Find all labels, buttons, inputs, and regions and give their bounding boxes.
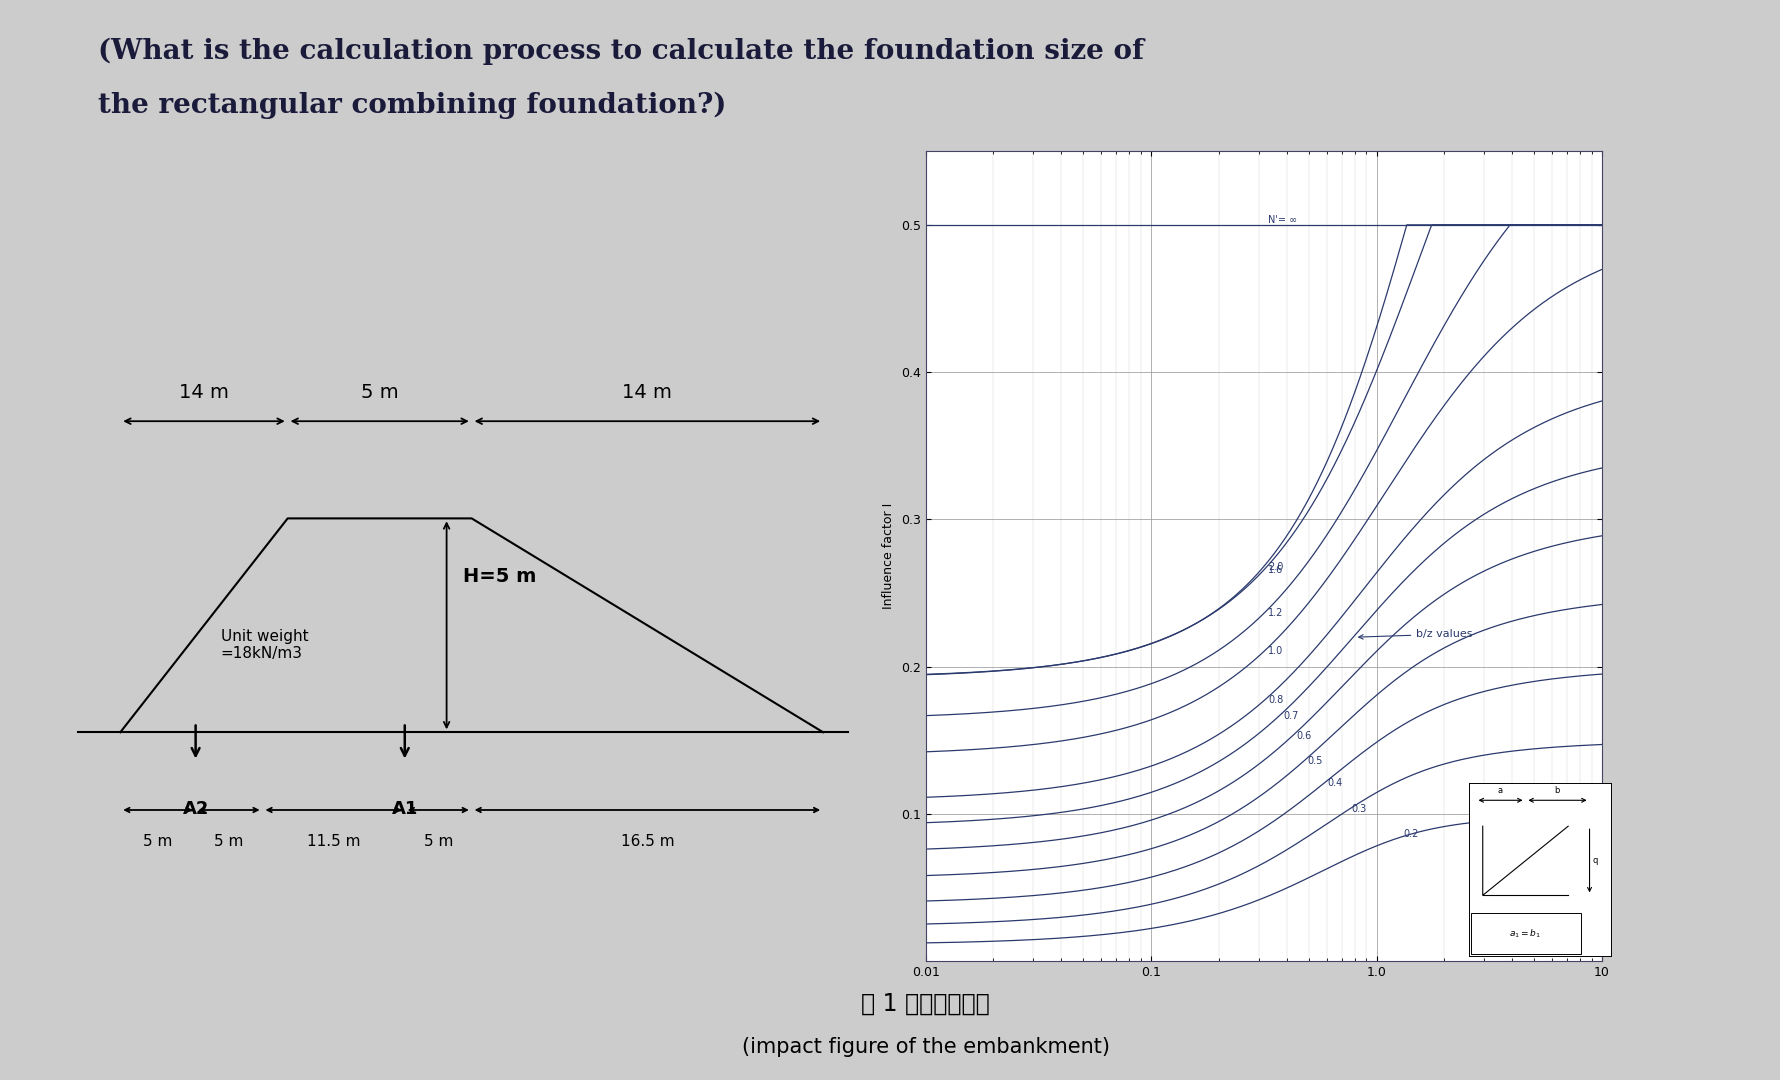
Text: a: a <box>1497 786 1502 795</box>
Text: 1.6: 1.6 <box>1267 566 1283 576</box>
Text: 1.2: 1.2 <box>1267 608 1283 619</box>
Text: 圖 1 路堵影響値圖: 圖 1 路堵影響値圖 <box>862 991 990 1015</box>
FancyBboxPatch shape <box>1472 913 1581 954</box>
Text: (impact figure of the embankment): (impact figure of the embankment) <box>742 1037 1109 1057</box>
Text: 2.0: 2.0 <box>1267 563 1283 572</box>
Text: 1.0: 1.0 <box>1267 646 1283 657</box>
Text: 0.3: 0.3 <box>1351 805 1367 814</box>
Text: 0.2: 0.2 <box>1404 829 1419 839</box>
Text: b/z values: b/z values <box>1358 630 1472 639</box>
Text: N'= ∞: N'= ∞ <box>1267 215 1298 225</box>
Text: 14 m: 14 m <box>180 382 230 402</box>
Text: (What is the calculation process to calculate the foundation size of: (What is the calculation process to calc… <box>98 38 1145 65</box>
Text: q: q <box>1593 856 1598 865</box>
Text: b: b <box>1554 786 1559 795</box>
Text: 5 m: 5 m <box>214 834 244 849</box>
Text: 0.6: 0.6 <box>1296 731 1312 741</box>
Text: 5 m: 5 m <box>424 834 452 849</box>
Text: 0.7: 0.7 <box>1283 711 1298 720</box>
Text: 0.4: 0.4 <box>1328 778 1342 788</box>
Text: H=5 m: H=5 m <box>463 567 538 586</box>
Text: 0.8: 0.8 <box>1267 696 1283 705</box>
Text: 11.5 m: 11.5 m <box>306 834 360 849</box>
Text: 5 m: 5 m <box>142 834 173 849</box>
Text: 0.5: 0.5 <box>1308 756 1323 766</box>
Text: the rectangular combining foundation?): the rectangular combining foundation?) <box>98 92 726 119</box>
Text: Unit weight
=18kN/m3: Unit weight =18kN/m3 <box>221 629 308 661</box>
Text: 5 m: 5 m <box>361 382 399 402</box>
Text: A2: A2 <box>182 800 208 819</box>
Text: 16.5 m: 16.5 m <box>621 834 675 849</box>
Text: A1: A1 <box>392 800 418 819</box>
Text: 14 m: 14 m <box>623 382 673 402</box>
Y-axis label: Influence factor I: Influence factor I <box>883 503 895 609</box>
Text: $a_1=b_1$: $a_1=b_1$ <box>1509 927 1541 940</box>
